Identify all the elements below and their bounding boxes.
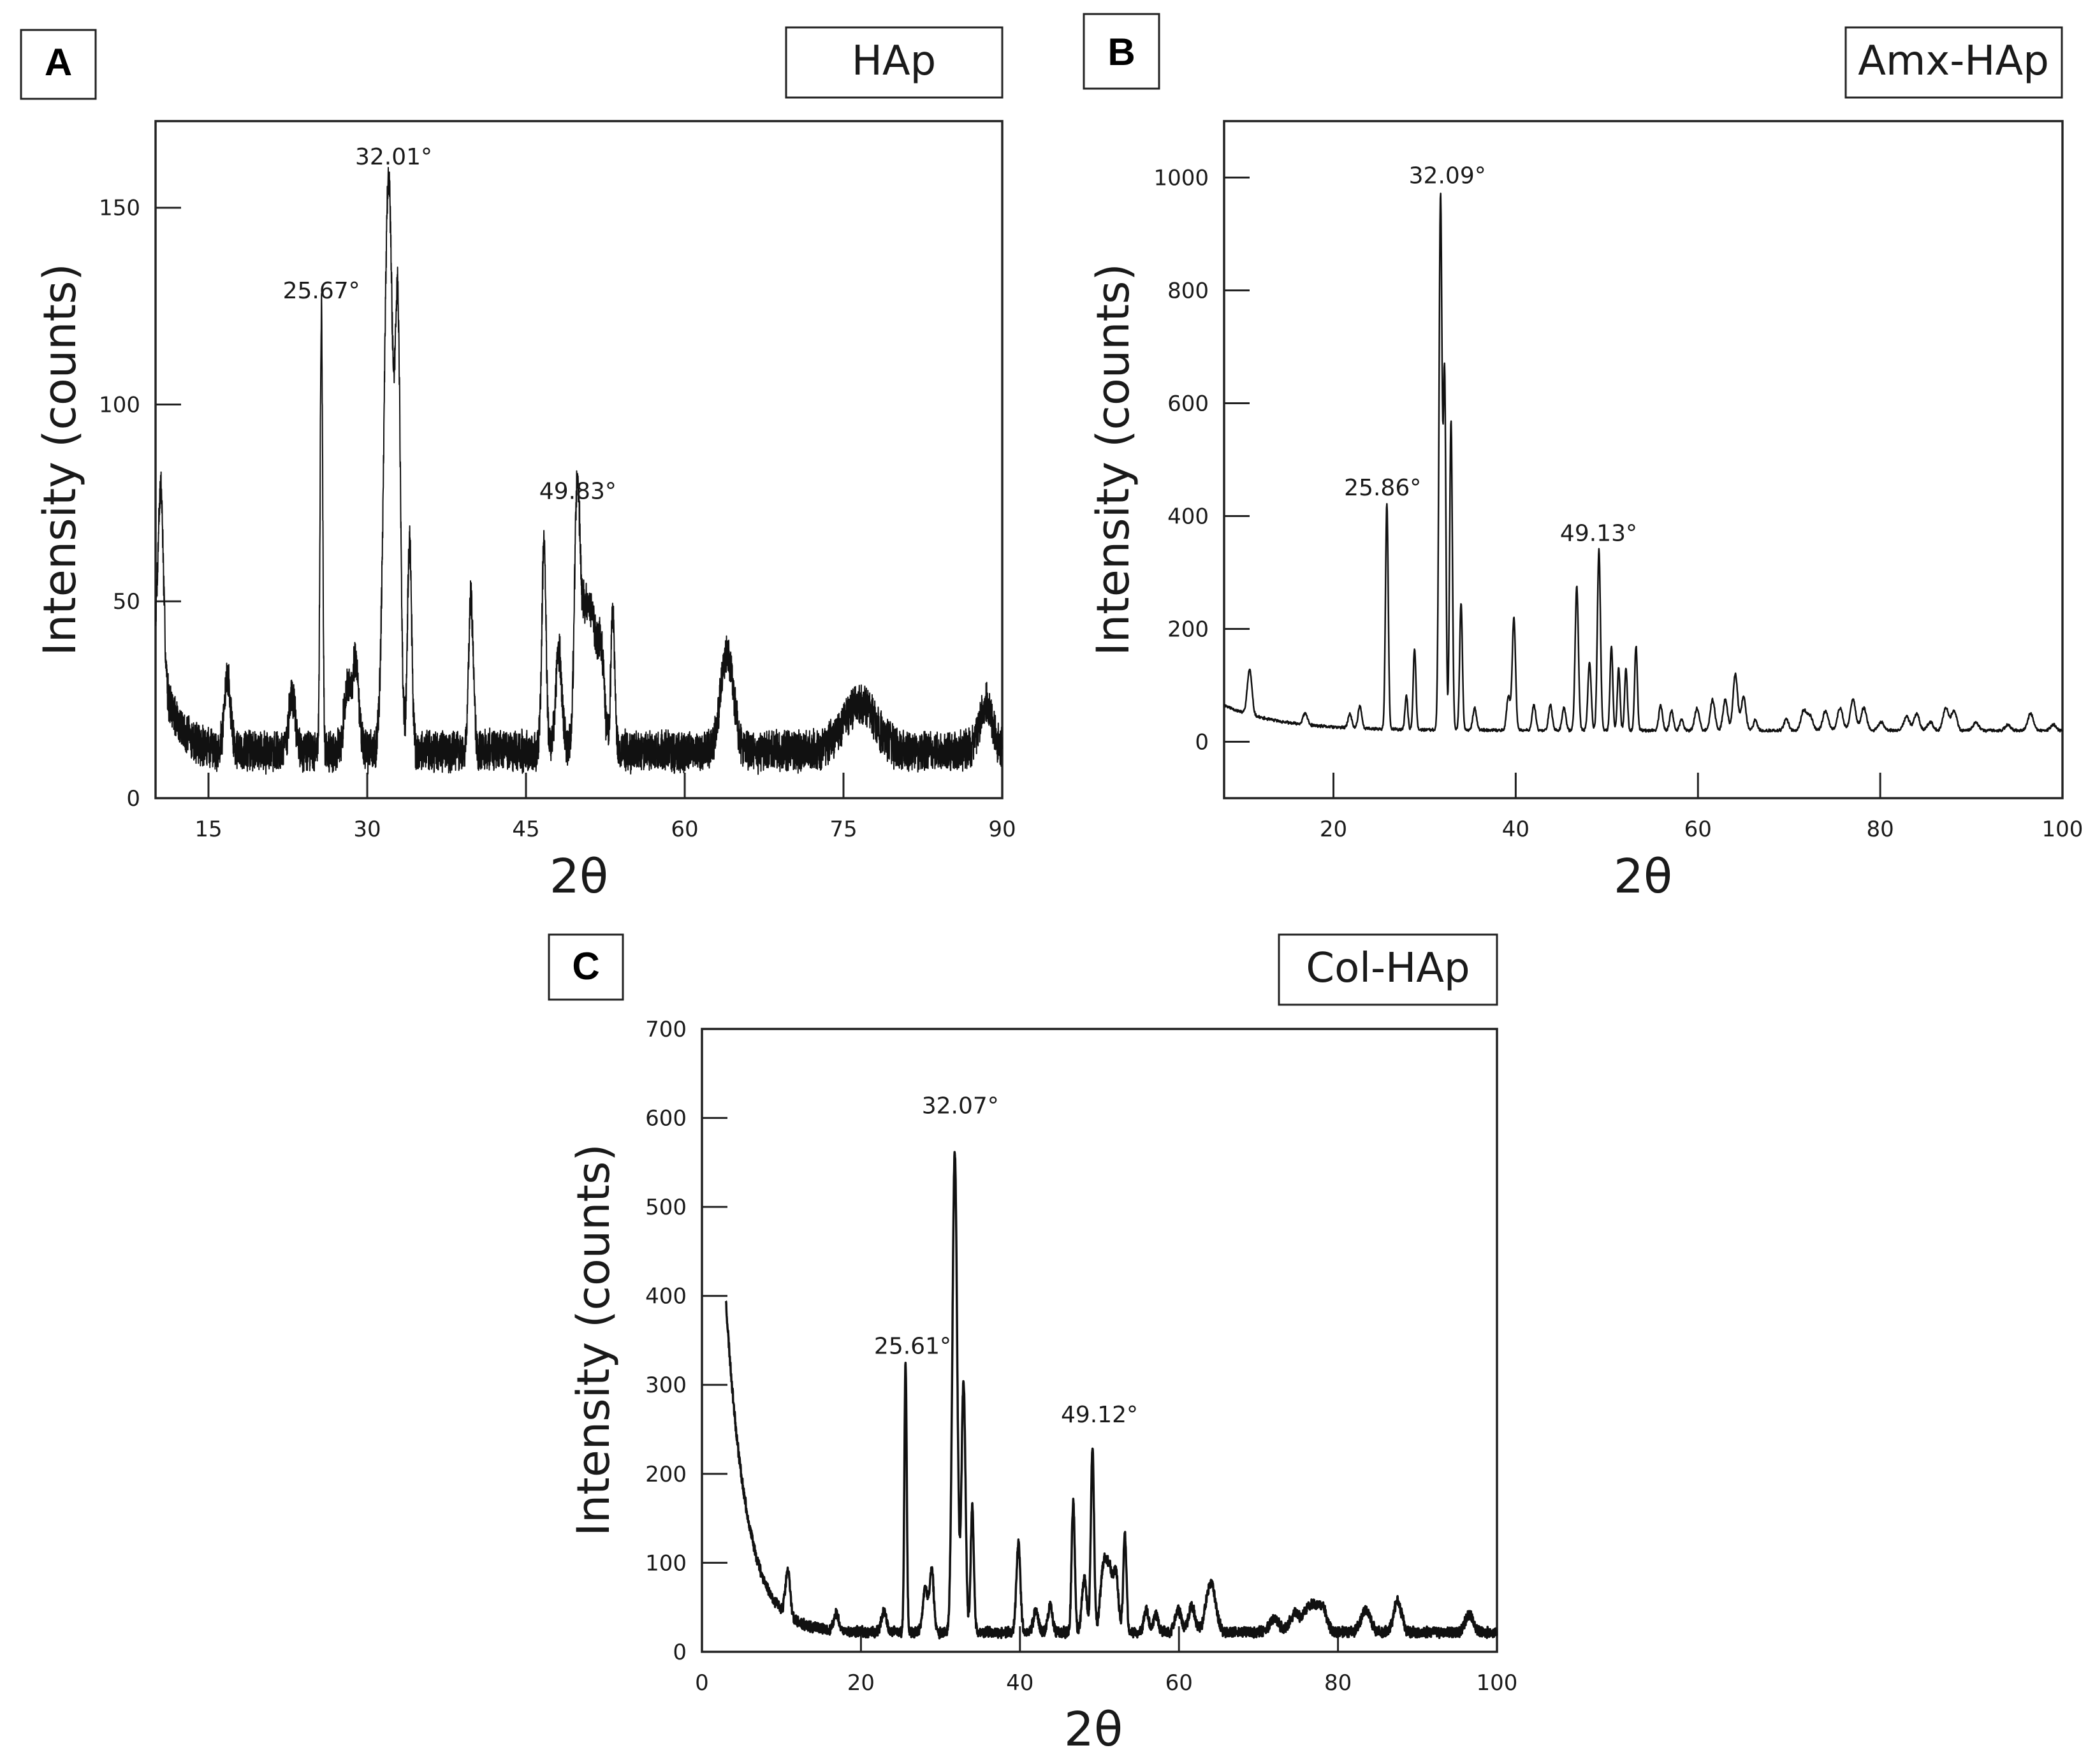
panel-a-y-tick-label: 100 — [99, 392, 140, 418]
panel-b-x-axis-title: 2θ — [1614, 849, 1672, 904]
panel-a-x-tick-label: 60 — [671, 817, 698, 842]
panel-b-y-ticks: 0 200 400 600 800 1000 — [1153, 165, 1250, 755]
panel-a-y-ticks: 0 50 100 150 — [99, 196, 181, 812]
panel-c-letter-box — [548, 933, 624, 1001]
panel-a-peak-label: 25.67° — [283, 278, 360, 304]
panel-b-y-tick-label: 600 — [1167, 391, 1209, 416]
panel-c-y-tick-label: 300 — [645, 1373, 687, 1398]
panel-c-x-tick-label: 20 — [847, 1670, 875, 1696]
panel-c-peak-label: 49.12° — [1061, 1402, 1138, 1428]
panel-b-y-tick-label: 800 — [1167, 278, 1209, 303]
panel-b-x-tick-label: 80 — [1866, 817, 1894, 842]
panel-b-x-ticks: 20 40 60 80 100 — [1320, 773, 2084, 842]
panel-c-y-tick-label: 600 — [645, 1105, 687, 1131]
panel-a-x-tick-label: 90 — [988, 817, 1016, 842]
panel-c-letter: C — [572, 945, 599, 988]
panel-a-y-tick-label: 0 — [126, 786, 140, 812]
panel-c-x-ticks: 0 20 40 60 80 100 — [695, 1626, 1517, 1696]
panel-b-x-tick-label: 60 — [1684, 817, 1712, 842]
panel-b-peak-label: 49.13° — [1560, 520, 1637, 546]
panel-c-x-axis-title: 2θ — [1064, 1702, 1123, 1757]
panel-c-peak-annotations: 25.61° 32.07° 49.12° — [874, 1093, 1138, 1428]
panel-a-x-axis-title: 2θ — [550, 849, 608, 904]
panel-c-y-tick-label: 700 — [645, 1017, 687, 1042]
panel-a-x-tick-label: 75 — [829, 817, 857, 842]
panel-b-y-tick-label: 0 — [1195, 729, 1209, 755]
panel-a-peak-label: 49.83° — [539, 479, 617, 505]
panel-b-peak-label: 32.09° — [1409, 163, 1486, 189]
panel-b-letter: B — [1107, 31, 1135, 73]
panel-a-x-tick-label: 15 — [194, 817, 222, 842]
panel-c-peak-label: 32.07° — [922, 1093, 999, 1119]
panel-b-y-tick-label: 400 — [1167, 504, 1209, 529]
panel-c-x-tick-label: 0 — [695, 1670, 709, 1696]
panel-c-plot-frame — [701, 1028, 1498, 1653]
panel-b-peak-label: 25.86° — [1344, 475, 1421, 501]
panel-a: A HAp 15 30 45 60 75 90 0 50 100 150 25.67° 32.01… — [20, 26, 1016, 904]
panel-c-x-tick-label: 60 — [1165, 1670, 1193, 1696]
panel-a-plot-frame — [154, 120, 1004, 799]
panel-b-x-tick-label: 100 — [2042, 817, 2084, 842]
panel-c-x-tick-label: 80 — [1324, 1670, 1352, 1696]
panel-b: B Amx-HAp 20 40 60 80 100 02004006008001000 … — [1083, 13, 2084, 904]
panel-a-peak-label: 32.01° — [355, 144, 432, 170]
panel-a-y-axis-title: Intensity (counts) — [34, 263, 86, 656]
panel-a-xrd-trace — [155, 166, 1003, 775]
panel-c-sample-box — [1278, 933, 1498, 1006]
panel-c-peak-label: 25.61° — [874, 1333, 951, 1359]
panel-a-sample-label: HAp — [852, 38, 937, 85]
panel-b-sample-label: Amx-HAp — [1858, 38, 2049, 85]
panel-a-x-tick-label: 45 — [512, 817, 539, 842]
panel-b-y-tick-label: 1000 — [1153, 165, 1209, 191]
panel-a-letter: A — [45, 41, 72, 84]
panel-a-y-tick-label: 150 — [99, 196, 140, 221]
panel-c-y-tick-label: 200 — [645, 1462, 687, 1487]
panel-a-sample-box — [785, 26, 1004, 99]
panel-c-x-tick-label: 100 — [1477, 1670, 1518, 1696]
panel-a-x-tick-label: 30 — [353, 817, 381, 842]
panel-b-y-tick-label: 200 — [1167, 616, 1209, 642]
panel-c-y-tick-label: 100 — [645, 1550, 687, 1576]
panel-b-letter-box — [1083, 13, 1160, 90]
panel-a-letter-box — [20, 29, 97, 100]
panel-c-y-tick-label: 500 — [645, 1195, 687, 1220]
panel-c-y-axis-title: Intensity (counts) — [567, 1144, 620, 1536]
panel-b-sample-box — [1844, 26, 2063, 99]
panel-a-peak-annotations: 25.67° 32.01° 49.83° — [283, 144, 617, 505]
panel-c-x-tick-label: 40 — [1006, 1670, 1033, 1696]
panel-c: C Col-HAp 0 20 40 60 80 100 0 100 200 300 400 500 6… — [548, 933, 1517, 1757]
panel-c-y-tick-label: 400 — [645, 1284, 687, 1309]
panel-b-x-tick-label: 20 — [1320, 817, 1347, 842]
panel-a-y-tick-label: 50 — [113, 589, 140, 615]
panel-a-x-ticks: 15 30 45 60 75 90 — [194, 773, 1016, 842]
panel-b-x-tick-label: 40 — [1502, 817, 1529, 842]
panel-b-xrd-trace — [1223, 193, 2064, 733]
panel-c-y-ticks: 0 100 200 300 400 500 600 700 — [645, 1017, 727, 1665]
panel-b-peak-annotations: 25.86° 32.09° 49.13° — [1344, 163, 1637, 546]
panel-b-y-axis-title: Intensity (counts) — [1087, 263, 1139, 656]
panel-c-y-tick-label: 0 — [673, 1640, 687, 1665]
panel-c-xrd-trace — [724, 1151, 1498, 1640]
panel-b-plot-frame — [1223, 120, 2064, 799]
panel-c-sample-label: Col-HAp — [1306, 945, 1470, 992]
